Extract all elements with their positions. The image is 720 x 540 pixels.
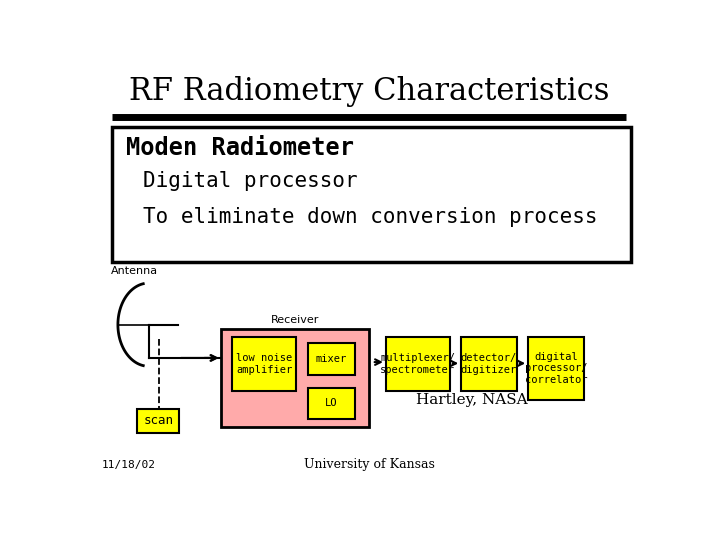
Text: scan: scan xyxy=(143,414,174,427)
FancyBboxPatch shape xyxy=(528,337,584,400)
FancyBboxPatch shape xyxy=(386,337,450,391)
Text: digital
processor/
correlator: digital processor/ correlator xyxy=(525,352,588,385)
FancyBboxPatch shape xyxy=(112,127,631,262)
Text: Moden Radiometer: Moden Radiometer xyxy=(126,136,354,160)
Text: RF Radiometry Characteristics: RF Radiometry Characteristics xyxy=(129,76,609,107)
FancyBboxPatch shape xyxy=(307,343,355,375)
Text: LO: LO xyxy=(325,399,338,408)
FancyBboxPatch shape xyxy=(307,388,355,419)
Text: Hartley, NASA: Hartley, NASA xyxy=(416,393,528,407)
Text: 11/18/02: 11/18/02 xyxy=(102,460,156,470)
Text: Receiver: Receiver xyxy=(271,315,319,325)
Text: multiplexer/
spectrometer: multiplexer/ spectrometer xyxy=(380,353,455,375)
Text: detector/
digitizer: detector/ digitizer xyxy=(461,353,517,375)
Text: Digital processor: Digital processor xyxy=(143,171,358,191)
Text: University of Kansas: University of Kansas xyxy=(304,458,434,471)
Text: To eliminate down conversion process: To eliminate down conversion process xyxy=(143,207,598,227)
FancyBboxPatch shape xyxy=(461,337,517,391)
FancyBboxPatch shape xyxy=(233,337,297,391)
FancyBboxPatch shape xyxy=(221,329,369,427)
Text: low noise
amplifier: low noise amplifier xyxy=(236,353,292,375)
FancyBboxPatch shape xyxy=(138,409,179,433)
Text: mixer: mixer xyxy=(315,354,347,364)
Text: Antenna: Antenna xyxy=(111,266,158,275)
